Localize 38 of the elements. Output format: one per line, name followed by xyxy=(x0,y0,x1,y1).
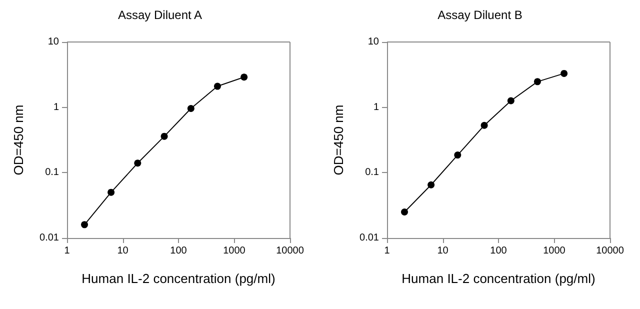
x-axis-title: Human IL-2 concentration (pg/ml) xyxy=(82,271,276,286)
point xyxy=(428,181,435,188)
y-tick-label: 0.1 xyxy=(365,167,380,178)
y-tick-label: 0.1 xyxy=(45,167,60,178)
point xyxy=(401,208,408,216)
point xyxy=(134,160,142,167)
x-tick-label: 100 xyxy=(170,246,188,256)
x-tick-label: 10000 xyxy=(596,246,624,256)
y-tick-label: 10 xyxy=(368,36,380,48)
point xyxy=(240,74,248,81)
x-tick-label: 1 xyxy=(384,246,390,256)
x-tick-label: 1000 xyxy=(543,246,566,256)
point xyxy=(108,188,115,196)
y-tick-label: 0.01 xyxy=(360,232,380,244)
x-tick-label: 10000 xyxy=(276,246,304,256)
x-tick-label: 100 xyxy=(490,246,508,256)
point xyxy=(160,132,168,140)
x-tick-label: 10 xyxy=(437,246,449,256)
y-tick-label: 1 xyxy=(53,102,60,113)
y-axis-title: OD=450 nm xyxy=(331,104,346,176)
point xyxy=(560,70,568,77)
y-tick-label: 1 xyxy=(373,102,380,113)
point xyxy=(81,221,88,228)
point xyxy=(534,78,541,86)
point xyxy=(214,82,221,90)
chart-title: Assay Diluent A xyxy=(118,8,202,22)
point xyxy=(480,122,488,129)
x-tick-label: 1 xyxy=(64,246,70,256)
chart-title: Assay Diluent B xyxy=(438,8,522,22)
x-tick-label: 10 xyxy=(117,246,129,256)
y-tick-label: 10 xyxy=(48,36,60,48)
point xyxy=(507,97,514,104)
y-axis-title: OD=450 nm xyxy=(11,104,26,176)
x-axis-title: Human IL-2 concentration (pg/ml) xyxy=(402,271,596,286)
point xyxy=(187,104,194,112)
x-tick-label: 1000 xyxy=(223,246,246,256)
y-tick-label: 0.01 xyxy=(40,232,60,244)
point xyxy=(454,152,462,159)
